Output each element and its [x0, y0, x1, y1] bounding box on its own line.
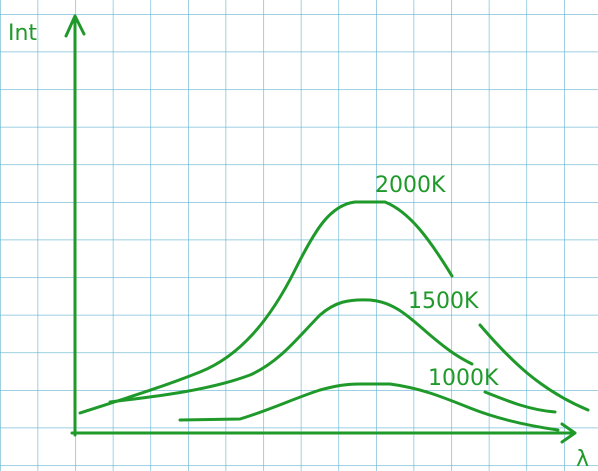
y-axis-label: Int [8, 21, 37, 46]
curve-label: 1500K [408, 289, 479, 314]
curve-label: 2000K [375, 173, 446, 198]
curve-label: 1000K [428, 366, 499, 391]
x-axis-label: λ [576, 447, 589, 471]
sketch: Int λ 2000K 1500K 1000K [0, 0, 598, 471]
